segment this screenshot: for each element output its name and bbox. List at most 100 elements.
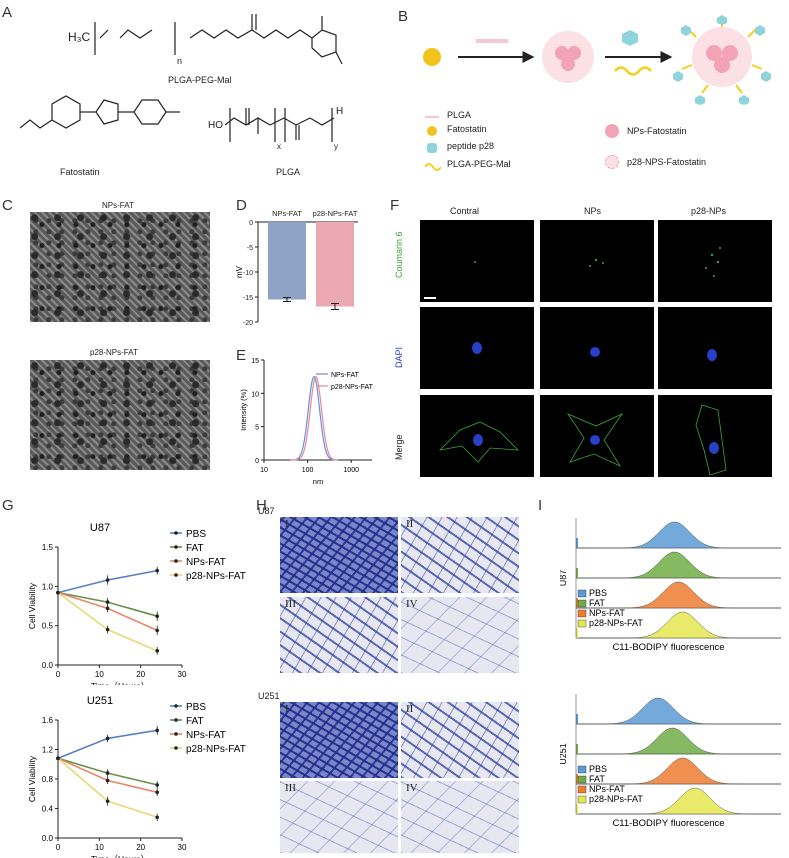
g-u251-y-tick-label: 1.6: [42, 716, 54, 725]
tem-image-nps-fat: [30, 212, 210, 322]
g-u87-x-tick-label: 20: [136, 670, 145, 679]
transwell-u87-iv: [401, 597, 519, 673]
d-category-label: p28-NPs-FAT: [313, 209, 358, 218]
legend-peptide-label: peptide p28: [447, 141, 495, 151]
g-u87-data-point: [105, 627, 110, 632]
g-u87-legend-marker: [174, 545, 178, 549]
col-header-p28-nps: p28-NPs: [691, 206, 727, 216]
g-u87-legend-label: PBS: [186, 529, 206, 540]
confocal-overlays: [424, 247, 727, 476]
panel-label-c: C: [2, 197, 13, 214]
i-u87-legend-swatch: [577, 589, 587, 598]
np-icon: [605, 124, 619, 138]
schematic-legend: PLGA Fatostatin peptide p28 PLGA-PEG-Mal…: [425, 110, 785, 180]
g-u87-legend-marker: [174, 559, 178, 563]
g-u251-x-tick-label: 30: [178, 843, 187, 852]
g-u251-legend-label: NPs-FAT: [186, 730, 226, 741]
g-u87-data-point: [155, 649, 159, 653]
mol2-name: Fatostatin: [60, 167, 100, 177]
col-header-nps: NPs: [584, 206, 602, 216]
g-u251-data-point: [105, 778, 110, 783]
legend-nps-fatostatin: NPs-Fatostatin: [605, 124, 785, 140]
confocal-grid: Contral NPs p28-NPs Coumarin 6 DAPI Merg…: [394, 200, 789, 495]
panel-label-e: E: [236, 347, 247, 364]
img-coumarin-control: [420, 220, 534, 302]
g-u251-legend-marker: [174, 746, 178, 750]
chemical-structures: [19, 14, 343, 142]
legend-plga-peg-mal-label: PLGA-PEG-Mal: [447, 159, 511, 169]
legend-fatostatin-label: Fatostatin: [447, 124, 487, 134]
i-u251-legend-label: p28-NPs-FAT: [589, 794, 643, 804]
g-u251-data-point: [105, 736, 110, 741]
i-u87-cell-line: U87: [560, 570, 568, 587]
peptide-hex-icon: [427, 143, 437, 153]
h-u251-numeral-iii: III: [285, 782, 296, 794]
h-u251-numeral-iv: IV: [406, 782, 418, 794]
g-u251-y-tick-label: 0.8: [42, 775, 54, 784]
i-u251-legend-label: PBS: [589, 764, 607, 774]
transwell-u251-iv: [401, 781, 519, 853]
i-u87-histogram: [576, 551, 781, 579]
mol3-name: PLGA: [276, 167, 301, 177]
i-u87-legend-swatch: [577, 619, 587, 628]
mol3-prefix: HO: [208, 120, 223, 131]
g-u87-legend-marker: [174, 531, 178, 535]
h-u251-numeral-ii: II: [406, 703, 414, 715]
e-y-tick-label: 15: [251, 358, 259, 365]
g-u251-data-point: [56, 756, 60, 761]
panel-label-f: F: [390, 197, 400, 214]
panel-label-d: D: [236, 197, 247, 214]
e-legend-label: NPs-FAT: [331, 372, 360, 379]
transwell-u251-iii: [280, 781, 398, 853]
legend-nps-fatostatin-label: NPs-Fatostatin: [627, 126, 687, 136]
g-u251-series-line: [57, 757, 158, 819]
g-u251-y-tick-label: 0.0: [42, 834, 54, 843]
i-u87-histogram: [576, 611, 781, 639]
g-u251-x-axis-label: Time（Hours）: [91, 854, 149, 858]
e-series-line: [290, 375, 339, 461]
g-u87-x-tick-label: 0: [56, 670, 61, 679]
legend-plga-peg-mal: PLGA-PEG-Mal: [425, 159, 595, 173]
g-u251-data-point: [155, 783, 159, 787]
e-legend-label: p28-NPs-FAT: [331, 384, 374, 391]
g-u87-data-point: [105, 606, 110, 611]
transwell-u251-i: [280, 702, 398, 778]
mol3-subscript-y: y: [334, 142, 338, 151]
g-u87-data-point: [155, 614, 159, 619]
g-u251-legend-marker: [174, 718, 178, 722]
i-u251-histogram: [576, 727, 781, 755]
i-u87-legend-label: p28-NPs-FAT: [589, 618, 643, 628]
h-u87-numeral-i: I: [285, 518, 289, 530]
tem-top-label: NPs-FAT: [102, 201, 134, 210]
mol1-subscript: n: [177, 56, 183, 66]
size-distribution-chart: 0 5 10 15 10 100 1000 nm Intensity (%) NPs-FAT p28…: [239, 358, 374, 486]
g-u87-x-axis-label: Time（Hours）: [91, 681, 149, 685]
panel-label-i: I: [538, 497, 543, 514]
e-x-axis-label: nm: [313, 477, 323, 486]
i-u87-legend-label: NPs-FAT: [589, 608, 625, 618]
d-y-axis-label: mV: [236, 265, 244, 278]
e-x-tick-label: 100: [302, 467, 314, 474]
g-u251-data-point: [155, 728, 159, 733]
e-series-line: [290, 375, 339, 461]
i-u87-legend-swatch: [577, 599, 587, 608]
d-y-tick-label: -5: [247, 245, 253, 252]
d-y-tick-label: -15: [243, 295, 253, 302]
p28-np-icon: [605, 155, 619, 169]
legend-fatostatin: Fatostatin: [425, 124, 595, 138]
g-u87-y-tick-label: 0.0: [42, 661, 54, 670]
peg-wave-icon: [425, 163, 441, 171]
h-u87-numeral-iii: III: [285, 598, 296, 610]
cell-viability-u251-chart: U251 0.0 0.4 0.8 1.2 1.6 0 10 20 30 Time（Hours） Cel…: [27, 695, 246, 858]
g-u87-y-tick-label: 0.5: [42, 622, 54, 631]
tem-image-p28-nps-fat: [30, 360, 210, 470]
e-x-tick-label: 10: [260, 467, 268, 474]
cell-viability-u87-chart: U87 0.0 0.5 1.0 1.5 0 10 20 30 Time（Hours） Cell Vi…: [27, 522, 246, 685]
plga-line-icon: [425, 116, 439, 118]
d-y-tick-label: 0: [249, 220, 253, 227]
g-u251-data-point: [105, 799, 110, 803]
i-u87-x-axis-label: C11-BODIPY fluorescence: [612, 642, 724, 653]
i-u251-legend-label: FAT: [589, 774, 605, 784]
d-y-tick-label: -10: [243, 270, 253, 277]
